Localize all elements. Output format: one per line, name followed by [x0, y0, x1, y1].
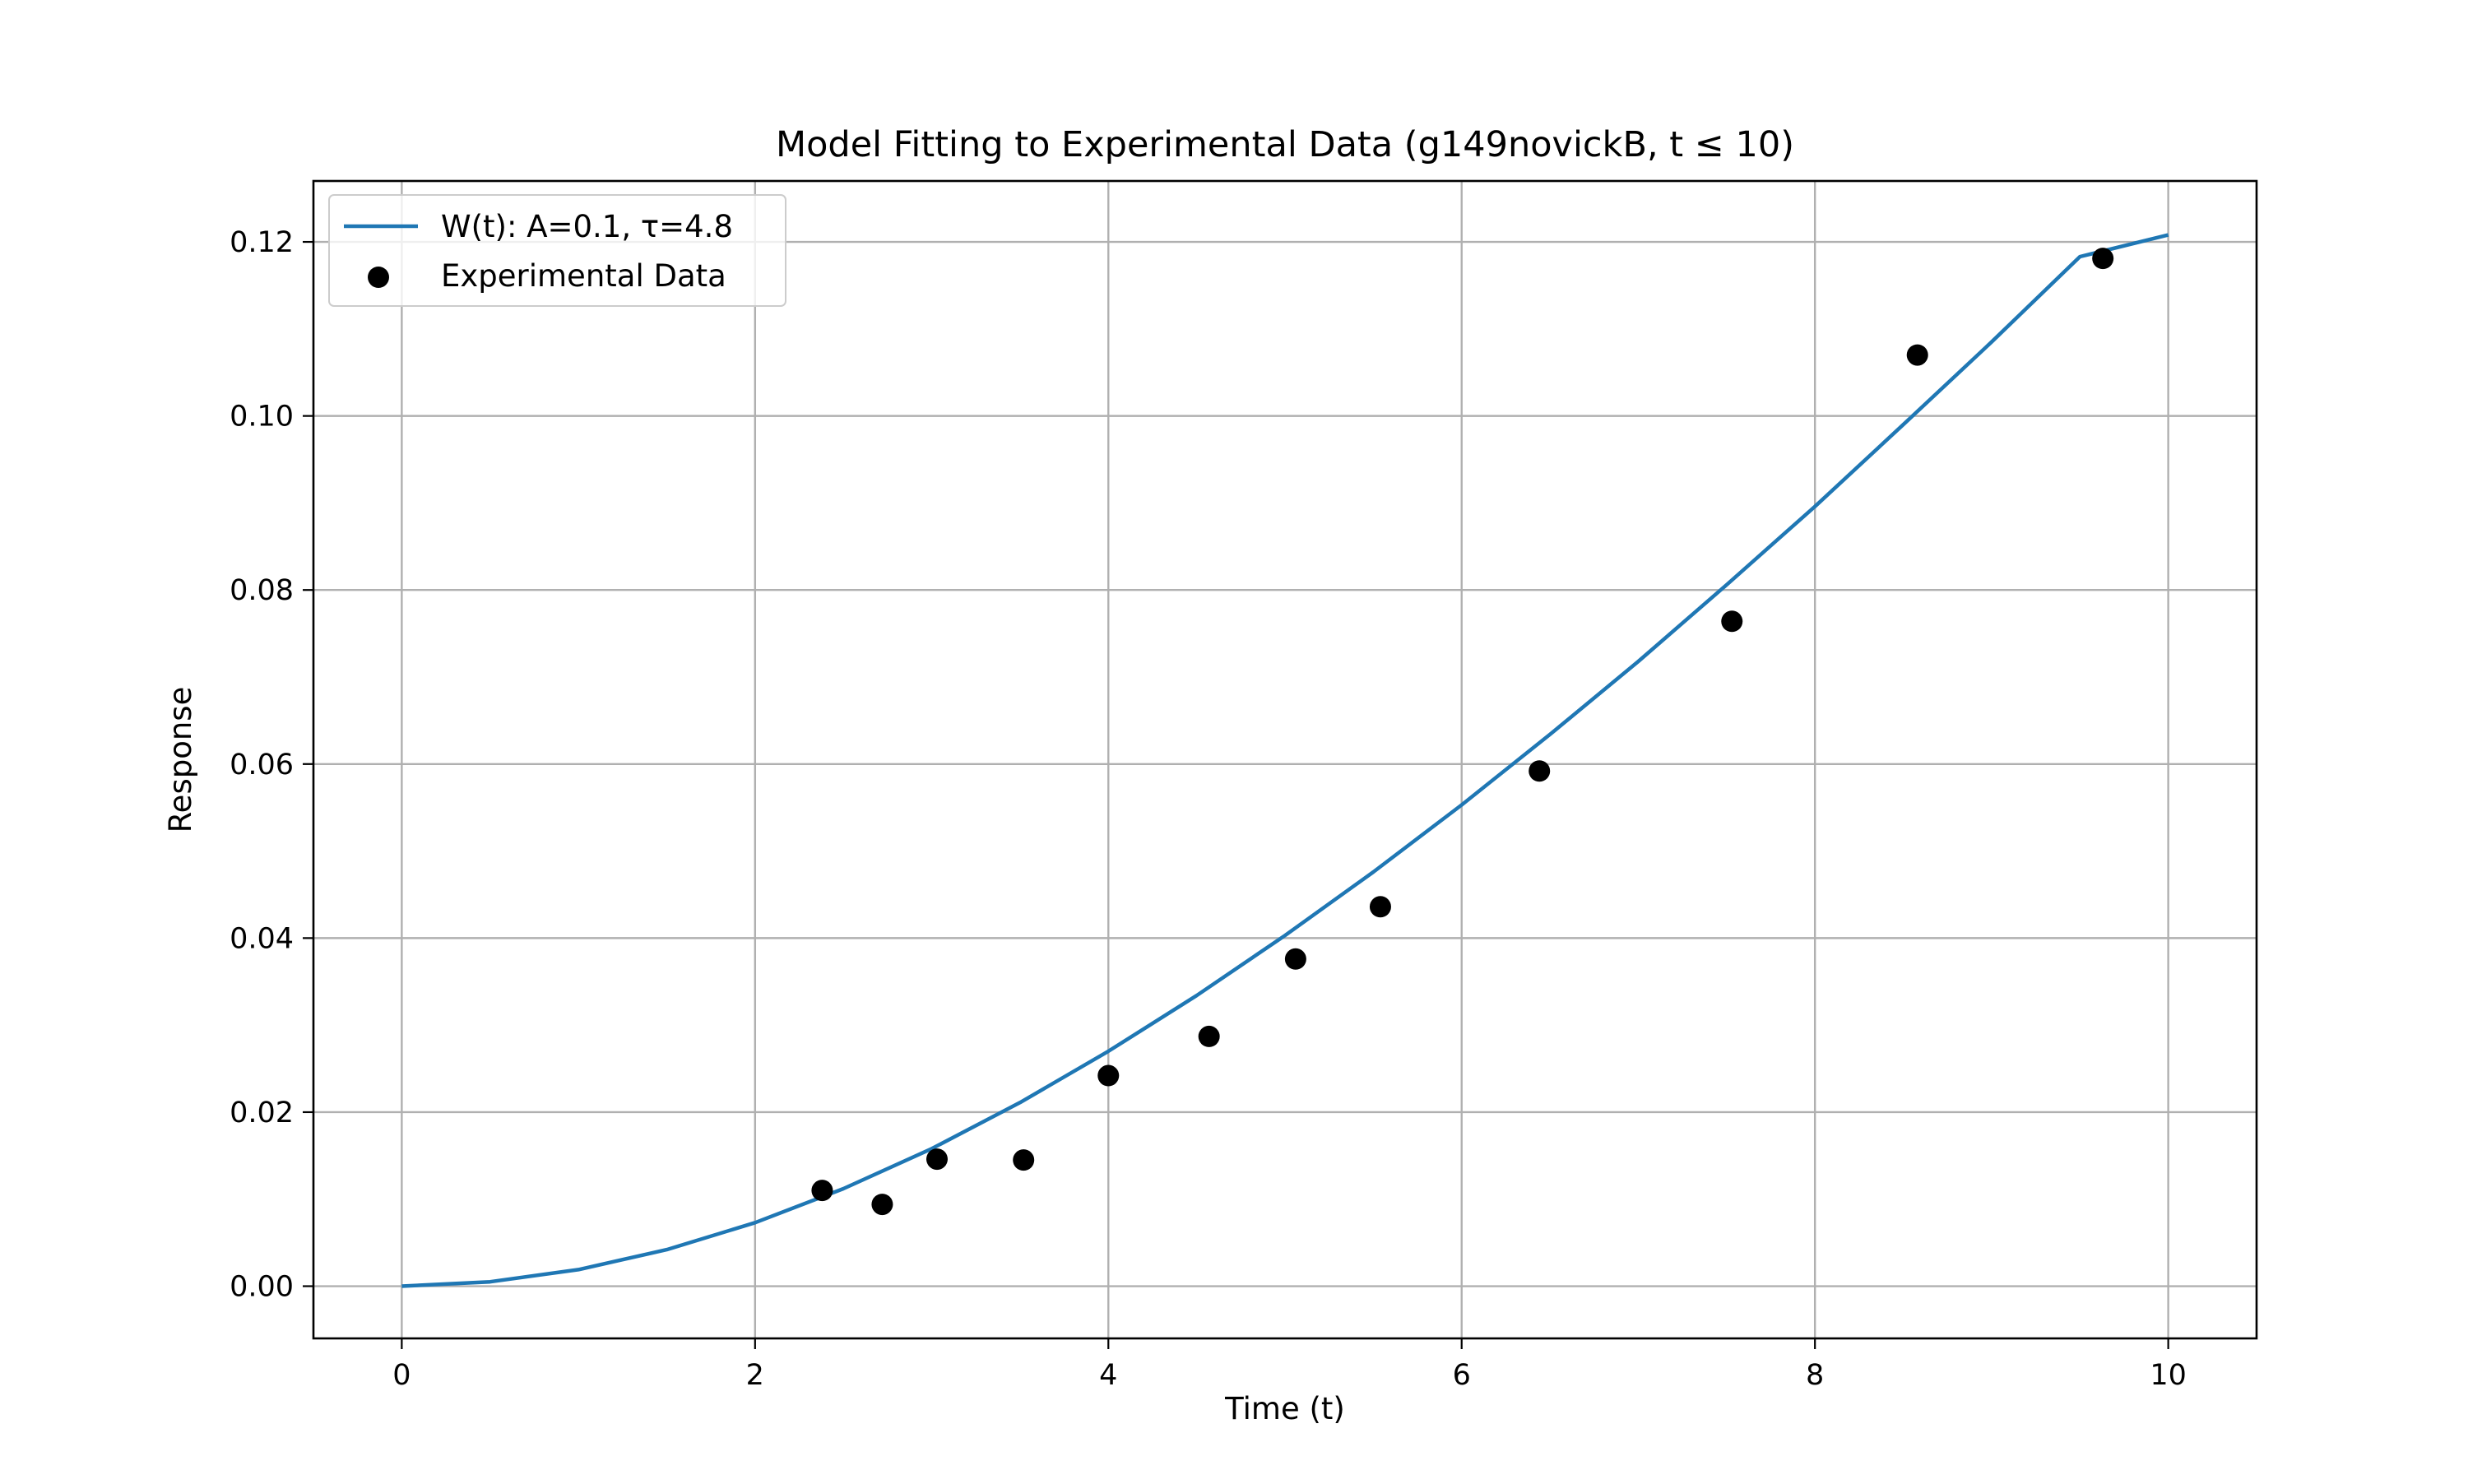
data-point: [1369, 896, 1391, 918]
y-tick-label: 0.06: [230, 749, 294, 781]
data-point: [1721, 610, 1743, 633]
data-point: [926, 1148, 948, 1171]
data-point: [811, 1180, 833, 1202]
axis-ticks: 0 2 4 6 8 10 0.00 0.02 0.04 0.06 0.08 0.10 0.12: [230, 226, 2187, 1392]
legend: W(t): A=0.1, τ=4.8 Experimental Data: [328, 194, 786, 307]
data-point: [1013, 1149, 1035, 1171]
legend-dot-swatch: [368, 267, 389, 288]
legend-label-model: W(t): A=0.1, τ=4.8: [441, 209, 733, 244]
x-tick-label: 10: [2150, 1359, 2187, 1392]
y-tick-label: 0.12: [230, 226, 294, 259]
chart-title: Model Fitting to Experimental Data (g149…: [776, 124, 1794, 165]
x-tick-label: 2: [746, 1359, 764, 1392]
data-point: [1198, 1025, 1220, 1047]
y-tick-label: 0.08: [230, 574, 294, 607]
grid: [313, 181, 2257, 1338]
data-point: [2092, 248, 2114, 270]
y-axis-label: Response: [163, 687, 198, 833]
legend-box: [328, 194, 786, 307]
data-point: [1097, 1064, 1120, 1087]
data-point: [1906, 344, 1928, 366]
model-fit-line: [401, 233, 2169, 1288]
x-tick-label: 0: [392, 1359, 411, 1392]
data-point: [871, 1194, 893, 1216]
y-tick-label: 0.04: [230, 922, 294, 955]
y-tick-label: 0.10: [230, 401, 294, 434]
data-point: [1284, 948, 1306, 970]
plot-series: [401, 233, 2169, 1288]
plot-frame: [312, 179, 2258, 1340]
x-tick-label: 8: [1806, 1359, 1824, 1392]
y-tick-label: 0.00: [230, 1271, 294, 1304]
x-tick-label: 4: [1099, 1359, 1117, 1392]
x-axis-label: Time (t): [1224, 1391, 1345, 1426]
data-point: [1529, 760, 1551, 782]
y-tick-label: 0.02: [230, 1097, 294, 1129]
x-tick-label: 6: [1453, 1359, 1471, 1392]
legend-label-experimental: Experimental Data: [441, 258, 726, 294]
